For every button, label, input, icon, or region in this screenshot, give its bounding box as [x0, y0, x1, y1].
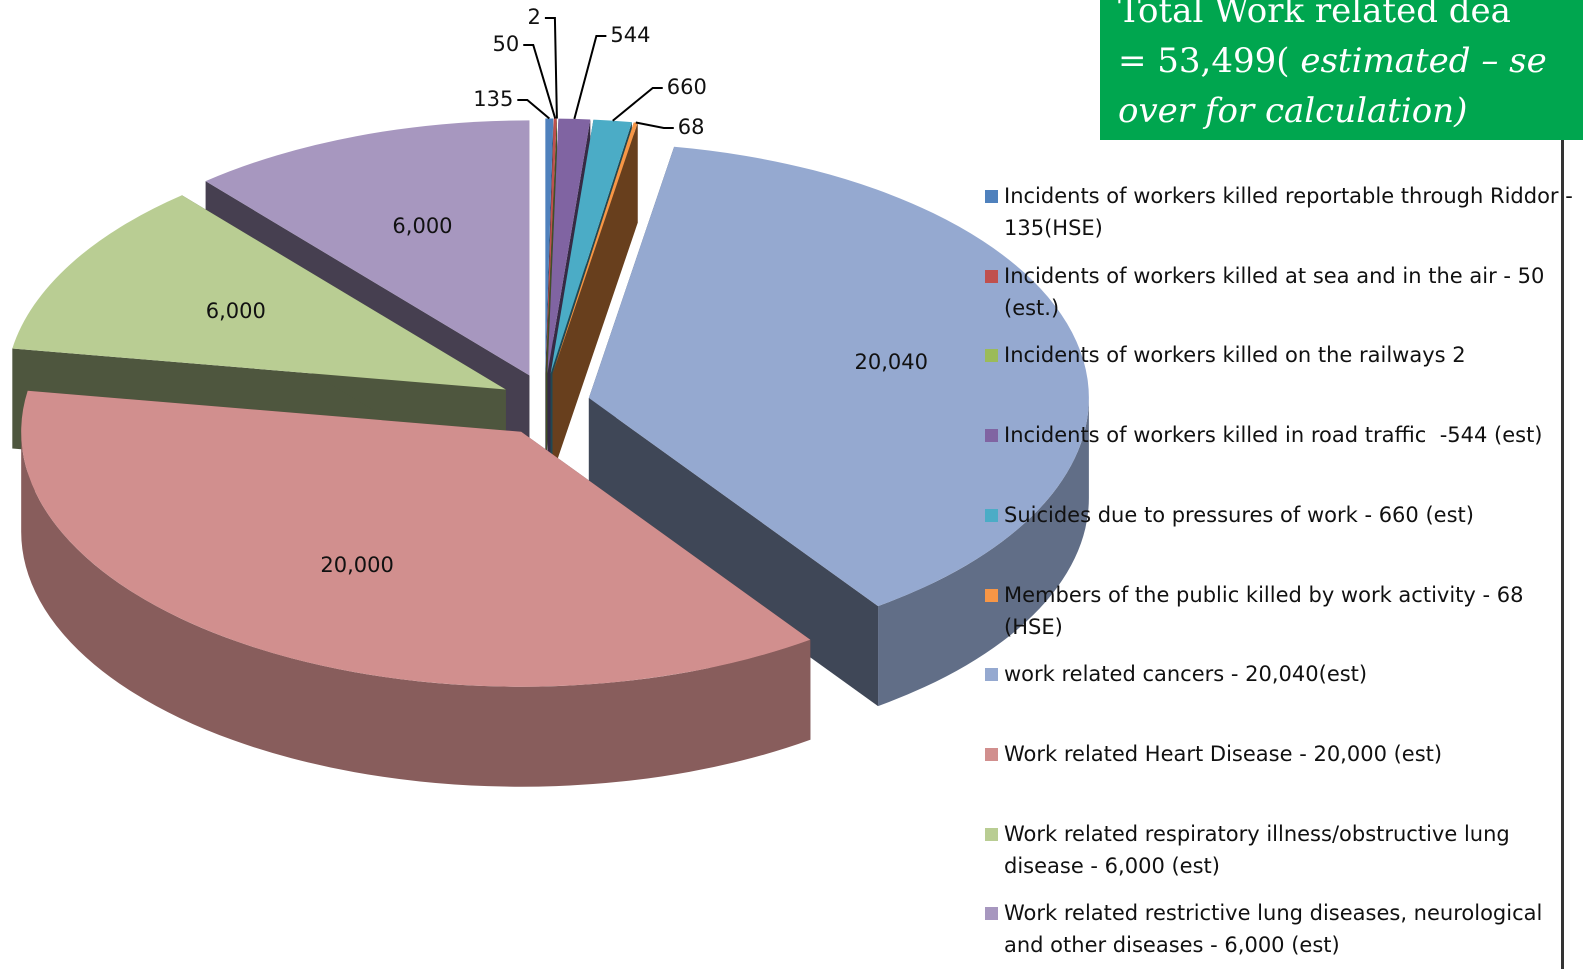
slice — [552, 122, 638, 374]
legend-label: work related cancers - 20,040(est) — [1004, 662, 1368, 687]
legend-label: Incidents of workers killed at sea and i… — [1004, 263, 1552, 320]
leader-line — [523, 44, 557, 119]
slice — [545, 118, 557, 374]
legend-label: Members of the public killed by work act… — [1004, 582, 1531, 639]
legend-item: Work related Heart Disease - 20,000 (est… — [985, 738, 1574, 770]
legend-item: Work related restrictive lung diseases, … — [985, 897, 1574, 961]
slice — [588, 146, 1089, 707]
legend-swatch — [985, 747, 998, 761]
slice — [547, 118, 591, 374]
legend-item: Incidents of workers killed in road traf… — [985, 419, 1574, 451]
data-label: 6,000 — [206, 299, 266, 323]
data-label: 50 — [493, 32, 520, 56]
legend-swatch — [985, 269, 998, 283]
slice — [545, 118, 554, 374]
legend-swatch — [985, 190, 998, 203]
annotation-text: ) — [1454, 91, 1468, 131]
slice — [21, 390, 811, 787]
annotation-text: over for calculation — [1118, 91, 1455, 131]
annotation-line: = 53,499( estimated – se — [1100, 36, 1583, 86]
chart: 135 50 2 544 660 68 20,040 20,000 6,000 6,000 — [12, 5, 1089, 787]
slice-side — [552, 122, 638, 474]
legend-swatch — [985, 907, 998, 921]
annotation-text: estimated – se — [1289, 41, 1547, 81]
slice — [552, 122, 638, 474]
legend-swatch — [985, 588, 998, 602]
annotation-line: Total Work related dea — [1100, 0, 1583, 36]
data-label: 135 — [473, 87, 513, 111]
legend-item: work related cancers - 20,040(est) — [985, 658, 1574, 690]
legend-label: Incidents of workers killed in road traf… — [1004, 423, 1543, 448]
data-label: 6,000 — [392, 214, 452, 238]
legend-swatch — [985, 429, 998, 443]
slice-side — [588, 398, 879, 707]
slice — [545, 118, 557, 374]
legend-label: Work related Heart Disease - 20,000 (est… — [1004, 741, 1443, 766]
annotation-box: Total Work related dea = 53,499( estimate… — [1100, 0, 1583, 140]
slice — [12, 195, 506, 390]
legend-item: Incidents of workers killed reportable t… — [985, 180, 1574, 244]
slice — [205, 120, 530, 376]
annotation-text: = 53,499( — [1118, 41, 1290, 81]
leader-line — [517, 99, 550, 120]
legend-label: Work related respiratory illness/obstruc… — [1004, 821, 1517, 878]
legend-label: Suicides due to pressures of work - 660 … — [1004, 502, 1474, 527]
leader-line — [635, 121, 674, 129]
data-label: 544 — [610, 23, 650, 47]
data-label: 660 — [667, 75, 707, 99]
slice-wall — [21, 431, 811, 787]
legend-label: Incidents of workers killed reportable t… — [1004, 184, 1580, 240]
legend-label: Work related restrictive lung diseases, … — [1004, 901, 1550, 958]
data-label: 68 — [678, 115, 705, 139]
legend-swatch — [985, 349, 998, 363]
data-label: 2 — [528, 5, 541, 29]
legend-item: Incidents of workers killed at sea and i… — [985, 260, 1574, 324]
legend-swatch — [985, 668, 998, 682]
annotation-line: over for calculation) — [1100, 86, 1583, 136]
leader-line — [544, 17, 558, 119]
data-label: 20,000 — [320, 553, 393, 577]
slice-wall — [878, 398, 1089, 707]
slice — [550, 119, 632, 374]
slide-edge — [1561, 140, 1564, 969]
slice — [21, 390, 811, 687]
legend-item: Incidents of workers killed on the railw… — [985, 339, 1574, 371]
legend-swatch — [985, 827, 998, 841]
leader-line — [573, 35, 607, 120]
leader-line — [612, 87, 663, 122]
legend-swatch — [985, 508, 998, 522]
legend-item: Members of the public killed by work act… — [985, 579, 1574, 643]
legend-label: Incidents of workers killed on the railw… — [1004, 343, 1466, 368]
data-label: 20,040 — [854, 350, 927, 374]
annotation-text: Total Work related dea — [1118, 0, 1511, 31]
legend-item: Work related respiratory illness/obstruc… — [985, 818, 1574, 882]
slice — [588, 146, 1089, 607]
legend-item: Suicides due to pressures of work - 660 … — [985, 499, 1574, 531]
